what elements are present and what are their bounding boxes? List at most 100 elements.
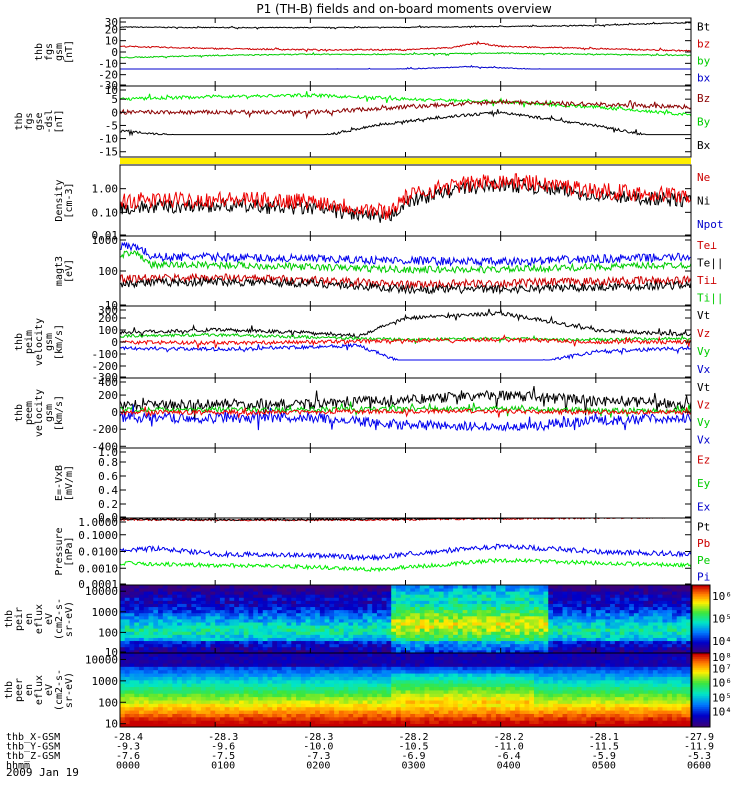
peir-cell bbox=[219, 600, 226, 604]
pressure-lines bbox=[120, 518, 691, 573]
velocity-peem-series-vx bbox=[120, 404, 691, 433]
peer-cell bbox=[462, 693, 468, 698]
peer-cell bbox=[262, 720, 268, 725]
peer-cell bbox=[305, 710, 311, 714]
peir-cell bbox=[676, 600, 682, 604]
peer-cell bbox=[400, 656, 406, 661]
peer-cell bbox=[267, 676, 273, 681]
peir-cell bbox=[453, 606, 459, 611]
peir-cell bbox=[210, 646, 216, 651]
peer-cell bbox=[410, 679, 416, 684]
peir-cell bbox=[262, 612, 268, 617]
peir-cell bbox=[657, 594, 663, 598]
peir-cell bbox=[215, 615, 221, 620]
peir-cell bbox=[129, 585, 135, 589]
peir-cell bbox=[400, 625, 406, 629]
peer-cell bbox=[457, 686, 463, 691]
peir-cell bbox=[367, 634, 373, 638]
peer-cell bbox=[319, 666, 326, 671]
peer-cell bbox=[124, 696, 130, 701]
peir-cell bbox=[476, 591, 483, 595]
peir-cell bbox=[638, 594, 644, 598]
peir-cell bbox=[310, 606, 316, 611]
peer-cell bbox=[367, 676, 373, 681]
peir-cell bbox=[410, 603, 416, 608]
peir-cell bbox=[386, 625, 392, 629]
peer-cell bbox=[476, 690, 483, 694]
peir-cell bbox=[491, 615, 497, 620]
peir-cell bbox=[586, 634, 592, 638]
peir-cell bbox=[581, 649, 587, 654]
peir-cell bbox=[643, 612, 649, 617]
peer-cell bbox=[305, 676, 311, 681]
peir-cell bbox=[405, 628, 411, 632]
peer-cell bbox=[362, 676, 368, 681]
peir-cell bbox=[591, 628, 597, 632]
peir-cell bbox=[167, 600, 173, 604]
peir-cell bbox=[681, 585, 687, 589]
peer-cell bbox=[243, 700, 249, 704]
peir-cell bbox=[662, 646, 668, 651]
peer-cell bbox=[262, 703, 268, 708]
peer-cell bbox=[215, 720, 221, 725]
peir-cell bbox=[624, 612, 630, 617]
peer-cell bbox=[405, 666, 411, 671]
velocity-peem-ytick-label: -400 bbox=[92, 440, 119, 453]
peir-cell bbox=[376, 615, 383, 620]
peer-cell bbox=[495, 713, 502, 718]
peir-cell bbox=[576, 619, 582, 623]
peir-cell bbox=[633, 600, 640, 604]
peir-cell bbox=[362, 609, 368, 614]
peir-cell bbox=[410, 622, 416, 626]
peer-cell bbox=[200, 706, 207, 711]
peir-cell bbox=[257, 606, 264, 611]
peir-cell bbox=[524, 606, 530, 611]
peir-cell bbox=[624, 622, 630, 626]
peer-cell bbox=[172, 710, 178, 714]
peer-cell bbox=[505, 676, 511, 681]
peer-cell bbox=[381, 686, 387, 691]
peir-cell bbox=[257, 628, 264, 632]
peer-cell bbox=[324, 700, 330, 704]
peer-cell bbox=[395, 656, 402, 661]
peer-cell bbox=[514, 690, 521, 694]
peer-cell bbox=[310, 679, 316, 684]
peir-cell bbox=[643, 631, 649, 635]
peir-cell bbox=[362, 637, 368, 642]
peir-cell bbox=[519, 597, 525, 601]
peir-cell bbox=[205, 603, 211, 608]
peir-cell bbox=[305, 600, 311, 604]
peir-cell bbox=[481, 612, 487, 617]
temperature-series-te bbox=[120, 272, 691, 290]
peer-cell bbox=[338, 669, 345, 674]
peir-cell bbox=[205, 615, 211, 620]
peir-cell bbox=[472, 649, 478, 654]
peir-cell bbox=[124, 588, 130, 592]
peir-cell bbox=[334, 588, 340, 592]
peir-cell bbox=[505, 628, 511, 632]
peer-cell bbox=[238, 690, 245, 694]
peir-cell bbox=[495, 597, 502, 601]
peer-cell bbox=[429, 673, 435, 677]
peir-cell bbox=[576, 594, 582, 598]
peir-cell bbox=[191, 628, 197, 632]
peer-cell bbox=[181, 653, 188, 657]
peir-cell bbox=[676, 634, 682, 638]
peir-cell bbox=[329, 625, 335, 629]
peer-cell bbox=[372, 659, 378, 664]
peir-cell bbox=[533, 637, 540, 642]
peer-cell bbox=[177, 666, 183, 671]
peer-cell bbox=[372, 693, 378, 698]
peer-cell bbox=[234, 676, 240, 681]
peir-cell bbox=[229, 625, 235, 629]
peir-cell bbox=[624, 634, 630, 638]
peir-cell bbox=[676, 625, 682, 629]
peir-cell bbox=[529, 631, 535, 635]
peer-cell bbox=[381, 690, 387, 694]
peir-cell bbox=[510, 606, 516, 611]
peir-cell bbox=[338, 609, 345, 614]
temperature-ylabel-line: [eV] bbox=[64, 259, 75, 283]
peir-colorbar-cell bbox=[692, 608, 710, 611]
peir-cell bbox=[476, 603, 483, 608]
peir-cell bbox=[667, 649, 673, 654]
